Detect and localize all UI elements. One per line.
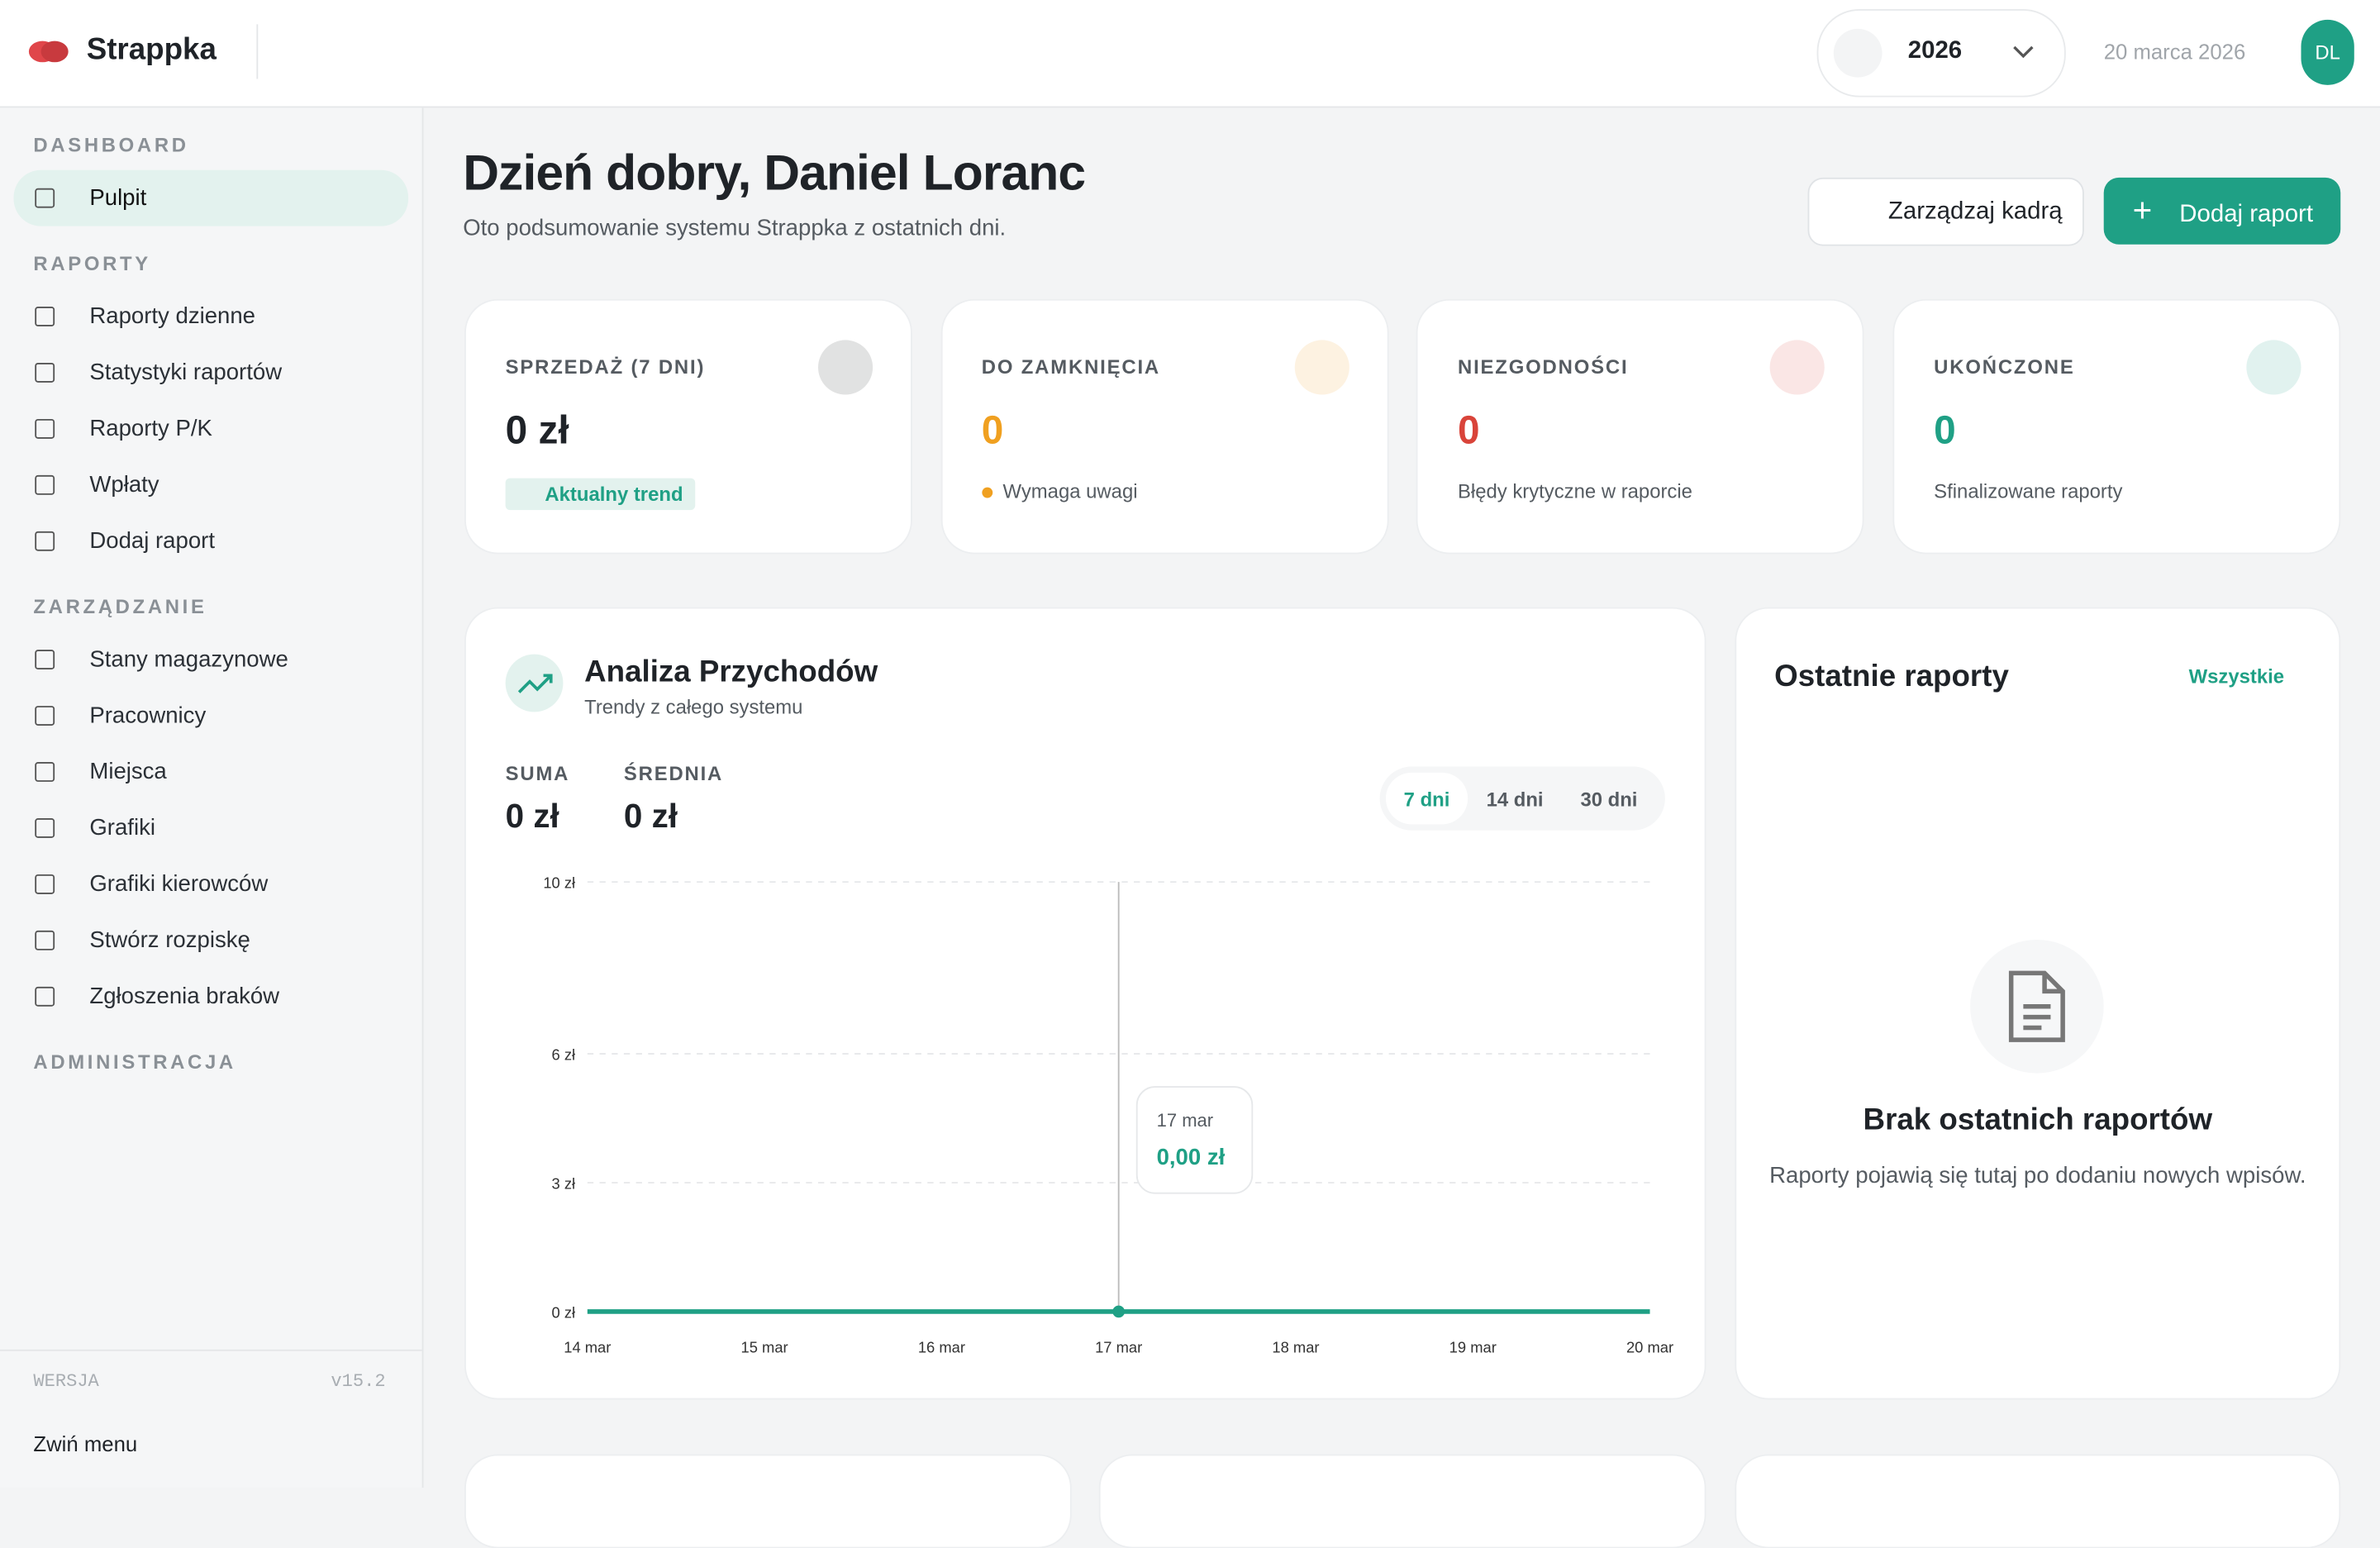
nav-item[interactable]: Statystyki raportów <box>14 345 409 401</box>
link[interactable]: Wszystkie <box>2188 664 2285 688</box>
button-label: Dodaj raport <box>2179 202 2314 228</box>
summary-label: ŚREDNIA <box>624 762 723 785</box>
stat-value: 0 <box>981 407 1004 453</box>
recent-title: Ostatnie raporty <box>1774 660 2009 694</box>
stat-icon <box>1770 340 1825 395</box>
avatar[interactable]: DL <box>2301 19 2354 85</box>
nav-item[interactable]: Zgłoszenia braków <box>14 969 409 1025</box>
y-tick-label: 6 zł <box>552 1045 576 1063</box>
x-tick-label: 14 mar <box>564 1339 611 1356</box>
x-tick-label: 15 mar <box>741 1339 788 1356</box>
chart: Analiza Przychodów Trendy z całego system… <box>505 654 1673 1356</box>
range-option[interactable]: 7 dni <box>1404 788 1450 811</box>
section-title: RAPORTY <box>33 251 151 275</box>
tooltip-value: 0,00 zł <box>1157 1144 1226 1169</box>
chart-subtitle: Trendy z całego systemu <box>584 696 802 718</box>
nav: DASHBOARD Pulpit RAPORTY Raporty dzienne Sta… <box>0 120 422 1087</box>
header: Strappka 2026 20 marca 2026 DL <box>0 0 2380 108</box>
nav-item[interactable]: Grafiki <box>14 800 409 856</box>
date: 20 marca 2026 <box>2103 39 2246 64</box>
range-option[interactable]: 14 dni <box>1487 788 1544 811</box>
version: v15.2 <box>331 1370 386 1393</box>
summary-value: 0 zł <box>506 797 559 835</box>
y-tick-label: 0 zł <box>552 1303 576 1321</box>
nav-item[interactable]: Dodaj raport <box>14 513 409 569</box>
button-label: Zarządzaj kadrą <box>1887 198 2063 225</box>
stat-value: 0 <box>1457 407 1480 453</box>
subtitle: Oto podsumowanie systemu Strappka z osta… <box>463 215 1007 242</box>
button[interactable]: Zarządzaj kadrą <box>1807 177 2084 246</box>
y-tick-label: 3 zł <box>552 1174 576 1192</box>
stat-value: 0 <box>1934 407 1956 453</box>
chart-card: Analiza Przychodów Trendy z całego system… <box>464 607 1706 1400</box>
nav-item[interactable]: Grafiki kierowców <box>14 856 409 912</box>
stat-card: DO ZAMKNIĘCIA 0 Wymaga uwagi <box>940 298 1389 555</box>
button[interactable]: + Dodaj raport <box>2103 177 2341 245</box>
stat-icon <box>818 340 873 395</box>
brand: Strappka <box>86 33 217 67</box>
stat-note: Sfinalizowane raporty <box>1934 479 2123 503</box>
stat-icon <box>1294 340 1349 395</box>
empty-text: Raporty pojawią się tutaj po dodaniu now… <box>1769 1162 2306 1189</box>
y-tick-label: 10 zł <box>543 874 575 891</box>
stat-label: DO ZAMKNIĘCIA <box>981 355 1161 379</box>
dot <box>981 487 992 498</box>
stat-note: Aktualny trend <box>505 478 696 511</box>
year-select[interactable]: 2026 <box>1816 9 2066 98</box>
section-title: ZARZĄDZANIE <box>33 595 207 618</box>
year: 2026 <box>1907 37 1963 64</box>
stat-value: 0 zł <box>505 407 569 453</box>
stat-card: NIEZGODNOŚCI 0 Błędy krytyczne w raporcie <box>1416 298 1865 555</box>
stat-note: Wymaga uwagi <box>1002 479 1138 503</box>
version-label: WERSJA <box>33 1370 99 1393</box>
range-active <box>1385 772 1468 825</box>
icon <box>517 674 553 693</box>
x-tick-label: 19 mar <box>1449 1339 1497 1356</box>
stat-label: UKOŃCZONE <box>1934 355 2075 379</box>
stat-icon <box>2246 340 2301 395</box>
logo <box>28 40 69 63</box>
x-tick-label: 17 mar <box>1095 1339 1142 1356</box>
point <box>1112 1305 1126 1318</box>
nav-item[interactable]: Stany magazynowe <box>14 631 409 688</box>
nav-item[interactable]: Raporty dzienne <box>14 288 409 345</box>
recent-card: Ostatnie raporty Wszystkie Brak ostatnic… <box>1735 607 2341 1400</box>
nav-item[interactable]: Miejsca <box>14 744 409 800</box>
summary-value: 0 zł <box>624 797 678 835</box>
tooltip <box>1135 1086 1254 1194</box>
stat-label: NIEZGODNOŚCI <box>1457 355 1629 379</box>
chart-title: Analiza Przychodów <box>584 655 878 688</box>
stat-card: UKOŃCZONE 0 Sfinalizowane raporty <box>1892 298 2341 555</box>
collapse[interactable]: Zwiń menu <box>33 1431 138 1456</box>
sidebar: DASHBOARD Pulpit RAPORTY Raporty dzienne Sta… <box>0 107 424 1488</box>
stat-note: Błędy krytyczne w raporcie <box>1457 479 1692 503</box>
range-option[interactable]: 30 dni <box>1580 788 1637 811</box>
section-title: DASHBOARD <box>33 133 189 157</box>
x-tick-label: 20 mar <box>1626 1339 1673 1356</box>
summary-label: SUMA <box>506 763 570 785</box>
empty-title: Brak ostatnich raportów <box>1863 1103 2213 1137</box>
x-tick-label: 16 mar <box>918 1339 965 1356</box>
stat-card: SPRZEDAŻ (7 DNI) 0 zł Aktualny trend <box>464 298 912 555</box>
section-title: ADMINISTRACJA <box>33 1050 236 1074</box>
nav-item[interactable]: Stwórz rozpiskę <box>14 912 409 969</box>
icon-bg <box>505 654 564 712</box>
nav-item[interactable]: Wpłaty <box>14 457 409 513</box>
nav-item[interactable]: Pulpit <box>13 169 409 226</box>
greeting: Dzień dobry, Daniel Loranc <box>463 144 1086 201</box>
nav-item[interactable]: Pracownicy <box>14 688 409 744</box>
stat-label: SPRZEDAŻ (7 DNI) <box>505 355 706 379</box>
nav-item[interactable]: Raporty P/K <box>14 401 409 457</box>
tooltip-title: 17 mar <box>1157 1110 1214 1131</box>
x-tick-label: 18 mar <box>1272 1339 1319 1356</box>
